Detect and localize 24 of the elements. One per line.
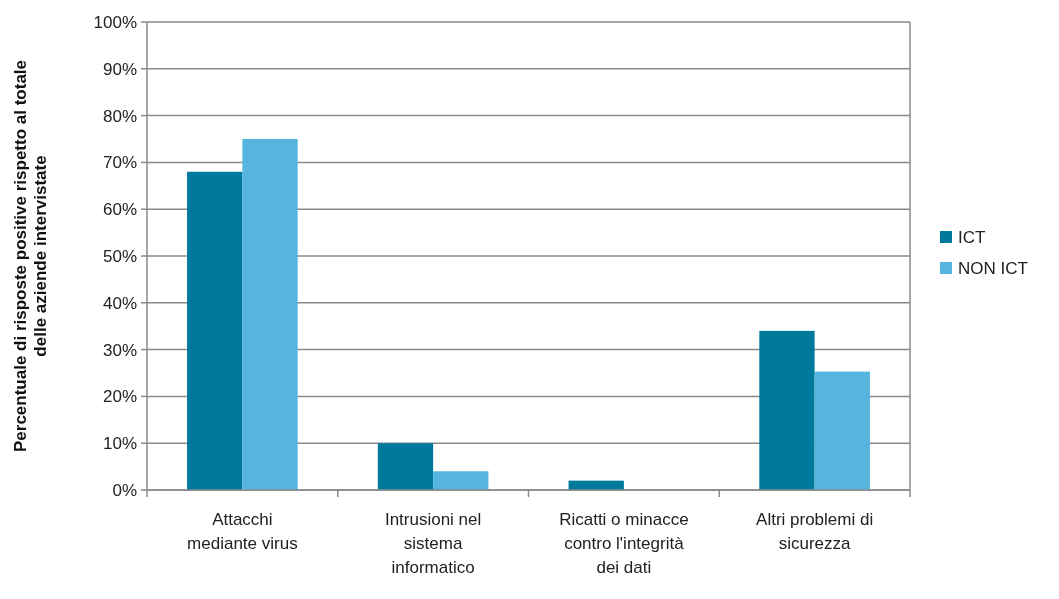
y-tick-label: 100% (93, 12, 137, 32)
y-tick-label: 20% (102, 387, 137, 407)
x-tick-label: Altri problemi di sicurezza (756, 510, 874, 553)
bar (187, 171, 243, 490)
x-tick-label: Ricatti o minacce contro l'integrità dei dati (559, 510, 689, 577)
y-tick-label: 50% (102, 246, 137, 266)
legend-label: ICT (958, 227, 986, 247)
bar (242, 139, 298, 490)
y-tick-label: 30% (102, 340, 137, 360)
x-tick-label: Attacchi mediante virus (187, 510, 298, 553)
bar (433, 471, 489, 490)
y-tick-label: 40% (102, 293, 137, 313)
bar (759, 330, 815, 490)
y-axis-title: Percentuale di risposte positive rispetto al totale delle aziende intervistate (11, 59, 50, 453)
x-tick-label: Intrusioni nel sistema informatico (384, 510, 482, 577)
bar (377, 443, 434, 490)
bar (814, 371, 870, 490)
y-tick-label: 60% (102, 200, 137, 220)
y-tick-label: 70% (102, 153, 137, 173)
y-tick-label: 10% (102, 434, 137, 454)
legend-label: NON ICT (958, 258, 1028, 278)
y-tick-label: 90% (102, 59, 137, 79)
y-tick-label: 0% (112, 480, 137, 500)
y-tick-label: 80% (102, 106, 137, 126)
